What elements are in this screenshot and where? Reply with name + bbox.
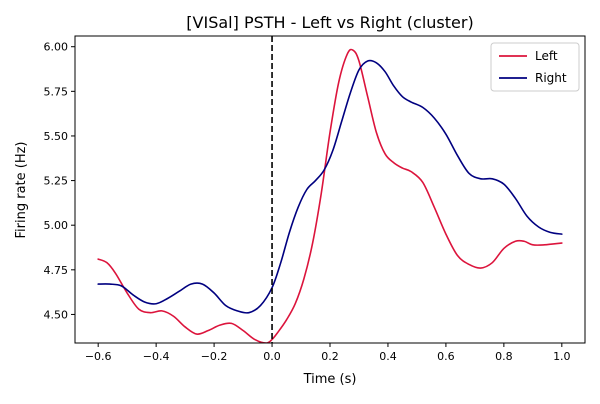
series-line-right	[97, 59, 563, 314]
x-axis-label: Time (s)	[303, 372, 357, 387]
series-line-left	[97, 48, 563, 343]
y-axis-label: Firing rate (Hz)	[14, 141, 29, 238]
y-tick-label: 5.00	[44, 219, 69, 232]
y-tick-label: 6.00	[44, 41, 69, 54]
series-lines	[97, 48, 563, 343]
x-tick-label: −0.6	[85, 350, 112, 363]
x-tick-label: 1.0	[553, 350, 571, 363]
x-tick-label: 0.4	[379, 350, 397, 363]
legend: Left Right	[490, 42, 580, 92]
y-tick-label: 4.75	[44, 264, 69, 277]
x-tick-label: 0.0	[263, 350, 281, 363]
plot-area: −0.6 −0.4 −0.2 0.0 0.2 0.4 0.6 0.8 1.0 4.50 4.75 5.…	[44, 35, 586, 363]
chart-title: [VISal] PSTH - Left vs Right (cluster)	[186, 13, 473, 32]
legend-label-right: Right	[535, 71, 567, 85]
y-tick-label: 5.25	[44, 175, 69, 188]
x-tick-label: 0.2	[321, 350, 339, 363]
y-tick-label: 5.50	[44, 130, 69, 143]
legend-box	[490, 42, 580, 92]
legend-label-left: Left	[535, 49, 558, 63]
x-tick-label: 0.8	[495, 350, 513, 363]
x-tick-label: −0.2	[201, 350, 228, 363]
x-tick-label: −0.4	[143, 350, 170, 363]
y-tick-label: 4.50	[44, 308, 69, 321]
y-tick-label: 5.75	[44, 85, 69, 98]
x-tick-label: 0.6	[437, 350, 455, 363]
